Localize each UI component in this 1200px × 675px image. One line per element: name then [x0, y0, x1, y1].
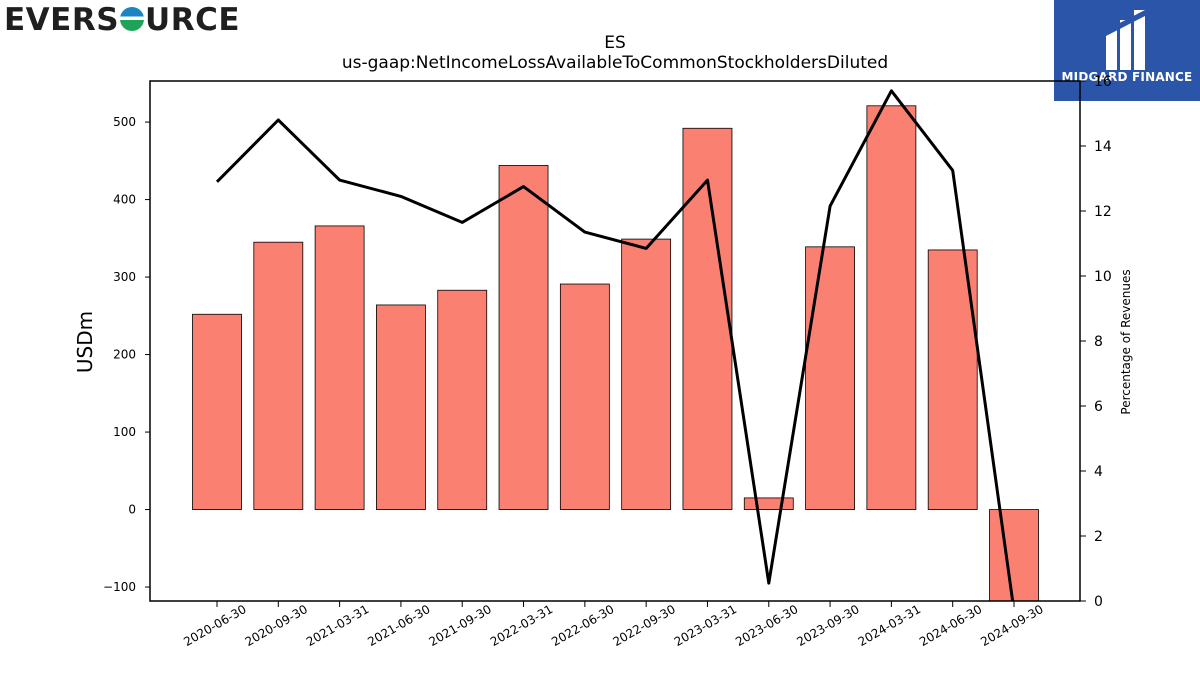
y-tick-label: 300 — [113, 270, 136, 284]
y-tick-label: 400 — [113, 193, 136, 207]
bar — [559, 283, 610, 510]
bar — [498, 165, 549, 510]
bar — [376, 304, 426, 510]
line-series — [215, 89, 1015, 601]
y2-tick-label: 16 — [1094, 74, 1112, 90]
y-axis-label: USDm — [73, 311, 97, 373]
x-tick-label: 2020-09-30 — [243, 602, 310, 649]
y-tick-label: 500 — [113, 115, 136, 129]
eversource-o-icon — [120, 7, 145, 31]
y2-tick-label: 14 — [1094, 139, 1112, 155]
x-tick-label: 2022-06-30 — [549, 602, 616, 649]
midgard-brand-text: MIDGARD FINANCE — [1061, 70, 1193, 84]
x-tick-label: 2023-09-30 — [794, 602, 861, 649]
y-tick-label: 200 — [113, 348, 136, 362]
y2-tick-label: 4 — [1094, 464, 1103, 480]
bar — [866, 105, 917, 510]
logo-text-before: EVERS — [4, 2, 120, 38]
y2-axis-label: Percentage of Revenues — [1119, 269, 1133, 414]
bar — [743, 497, 794, 510]
y-tick-label: 100 — [113, 425, 136, 439]
y-tick-label: 0 — [128, 503, 136, 517]
y2-tick-label: 10 — [1094, 269, 1112, 285]
bar — [805, 246, 855, 510]
y-tick-label: −100 — [103, 580, 136, 594]
x-tick-label: 2024-03-31 — [856, 602, 923, 649]
chart-title: ES — [604, 33, 626, 53]
x-tick-label: 2023-06-30 — [733, 602, 800, 649]
eversource-logo: EVERS URCE — [4, 2, 240, 38]
bar — [192, 313, 242, 510]
bar — [682, 127, 733, 510]
bars — [192, 105, 1039, 601]
y2-tick-label: 2 — [1094, 529, 1103, 545]
y2-tick-label: 0 — [1094, 594, 1103, 610]
x-tick-label: 2021-09-30 — [427, 602, 494, 649]
midgard-finance-logo: MIDGARD FINANCE — [1054, 0, 1200, 101]
x-tick-label: 2021-06-30 — [365, 602, 432, 649]
bar — [989, 509, 1039, 601]
x-tick-label: 2020-06-30 — [181, 602, 248, 649]
series-line — [215, 89, 1015, 601]
bar — [621, 238, 672, 510]
plot-area: −100 0 100 200 300 400 500 0 2 4 6 8 10 12 14 16 2020-06… — [103, 74, 1112, 649]
x-tick-label: 2021-03-31 — [304, 602, 371, 649]
x-tick-label: 2024-06-30 — [917, 602, 984, 649]
bar — [437, 289, 488, 510]
midgard-m-icon — [1106, 10, 1145, 70]
y2-tick-label: 8 — [1094, 334, 1103, 350]
x-tick-label: 2022-03-31 — [488, 602, 555, 649]
bar — [253, 241, 304, 510]
y2-tick-label: 12 — [1094, 204, 1112, 220]
bar — [314, 225, 365, 510]
x-tick-label: 2023-03-31 — [672, 602, 739, 649]
chart-subtitle: us-gaap:NetIncomeLossAvailableToCommonSt… — [342, 53, 888, 73]
x-tick-label: 2024-09-30 — [978, 602, 1045, 649]
y2-tick-label: 6 — [1094, 399, 1103, 415]
x-tick-label: 2022-09-30 — [610, 602, 677, 649]
logo-text-after: URCE — [145, 2, 241, 38]
